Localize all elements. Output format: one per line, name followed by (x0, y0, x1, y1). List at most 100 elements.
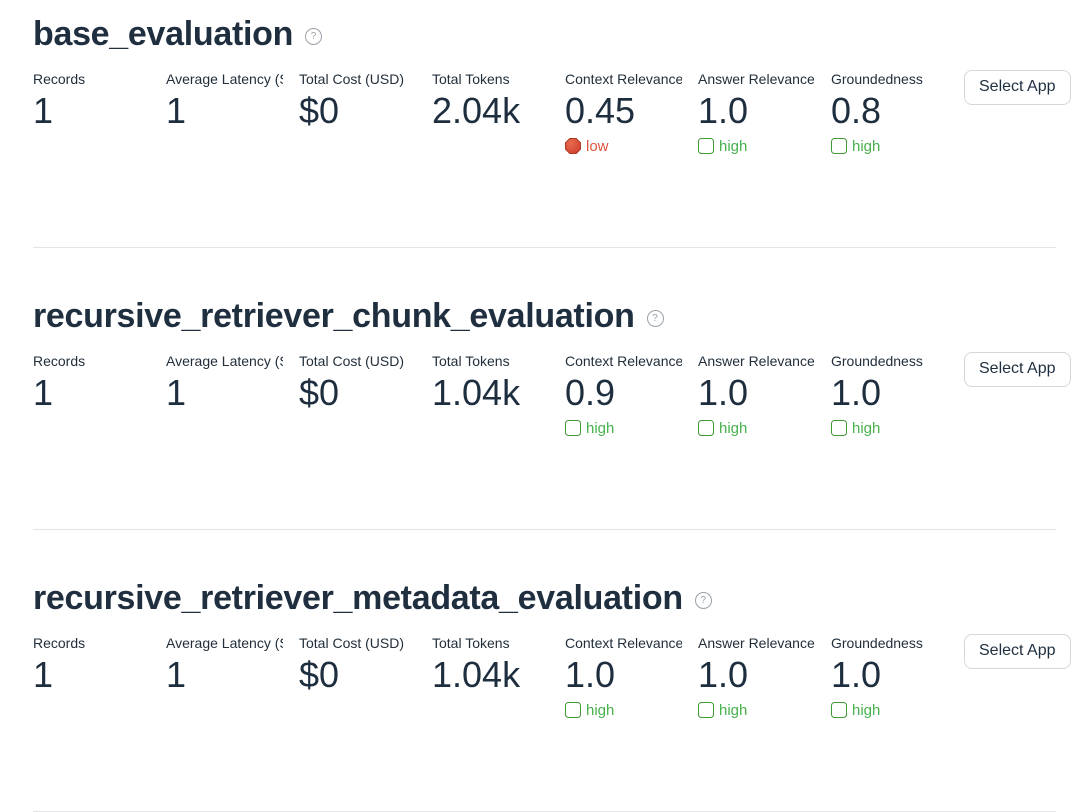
metric-badge: high (831, 420, 948, 437)
badge-text: high (719, 137, 748, 155)
metric-value: 1.0 (698, 89, 749, 131)
select-app-button[interactable]: Select App (964, 69, 1071, 105)
app-title: recursive_retriever_metadata_evaluation (33, 579, 683, 617)
metric-label: Records (33, 70, 86, 87)
metric: Context Relevance 0.45 (565, 70, 682, 155)
section-divider (33, 529, 1056, 530)
metric-value: $0 (299, 653, 340, 695)
badge-text: high (852, 137, 881, 155)
badge-text: high (586, 701, 615, 719)
metric-label: Total Cost (USD) (299, 634, 405, 651)
metric: Total Cost (USD) $0 (299, 352, 416, 413)
help-icon-glyph: ? (700, 594, 707, 606)
check-square-icon (698, 138, 714, 154)
metric-value: 1 (33, 653, 54, 695)
select-app-cell: Select App (964, 69, 1080, 105)
select-app-button[interactable]: Select App (964, 633, 1071, 669)
check-square-icon (831, 138, 847, 154)
metric: Answer Relevance 1.0 (698, 352, 815, 437)
metric-label: Average Latency (S… (166, 70, 283, 87)
metric-badge: high (698, 138, 815, 155)
metric-badge: high (831, 138, 948, 155)
metric-label: Average Latency (S… (166, 352, 283, 369)
app-title: base_evaluation (33, 15, 294, 53)
select-app-cell: Select App (964, 633, 1080, 669)
metric: Average Latency (S… 1 (166, 70, 283, 131)
metric-label: Answer Relevance (698, 634, 815, 651)
metric: Average Latency (S… 1 (166, 352, 283, 413)
metric-label: Total Tokens (432, 634, 510, 651)
metrics-row: Records 1 Average Latency (S… 1 Total Co… (33, 633, 1071, 719)
metric: Answer Relevance 1.0 (698, 70, 815, 155)
metric-label: Context Relevance (565, 70, 682, 87)
help-icon-glyph: ? (310, 30, 317, 42)
metric-label: Records (33, 634, 86, 651)
help-icon-glyph: ? (652, 312, 658, 324)
select-app-cell: Select App (964, 351, 1080, 387)
metric-value: 1.0 (831, 653, 882, 695)
section-divider (33, 247, 1056, 248)
metric-label: Context Relevance (565, 352, 682, 369)
metric-value: 0.9 (565, 371, 616, 413)
metrics-row: Records 1 Average Latency (S… 1 Total Co… (33, 69, 1071, 155)
app-section: recursive_retriever_metadata_evaluation … (33, 530, 1071, 812)
metric-value: 1 (33, 371, 54, 413)
metric-label: Groundedness (831, 634, 923, 651)
metrics-row: Records 1 Average Latency (S… 1 Total Co… (33, 351, 1071, 437)
metric-label: Answer Relevance (698, 352, 815, 369)
check-square-icon (565, 420, 581, 436)
metric: Groundedness 1.0 (831, 634, 948, 719)
metric: Total Tokens 2.04k (432, 70, 549, 131)
check-square-icon (698, 702, 714, 718)
badge-text: low (586, 137, 609, 155)
app-title: recursive_retriever_chunk_evaluation (33, 297, 635, 335)
metric-value: 1.0 (698, 371, 749, 413)
metric-value: 1.04k (432, 371, 521, 413)
metric-badge: high (698, 702, 815, 719)
metric-label: Groundedness (831, 352, 923, 369)
help-icon[interactable]: ? (305, 28, 323, 46)
metric-value: $0 (299, 371, 340, 413)
stop-octagon-icon (565, 138, 581, 154)
check-square-icon (565, 702, 581, 718)
metric-label: Total Tokens (432, 70, 510, 87)
metric: Total Tokens 1.04k (432, 352, 549, 413)
metric-label: Total Tokens (432, 352, 510, 369)
metric: Records 1 (33, 70, 150, 131)
badge-text: high (719, 701, 748, 719)
app-title-row: recursive_retriever_chunk_evaluation ? (33, 248, 1056, 338)
metric: Records 1 (33, 352, 150, 413)
metric-label: Groundedness (831, 70, 923, 87)
select-app-button[interactable]: Select App (964, 351, 1071, 387)
check-square-icon (831, 420, 847, 436)
metric-value: 1 (166, 89, 187, 131)
badge-text: high (852, 701, 881, 719)
metric: Groundedness 0.8 (831, 70, 948, 155)
badge-text: high (852, 419, 881, 437)
metric: Answer Relevance 1.0 (698, 634, 815, 719)
metric-value: 1 (166, 653, 187, 695)
help-icon[interactable]: ? (646, 310, 664, 328)
metric: Context Relevance 0.9 (565, 352, 682, 437)
metric: Total Tokens 1.04k (432, 634, 549, 695)
badge-text: high (586, 419, 615, 437)
metric-label: Context Relevance (565, 634, 682, 651)
metric-value: $0 (299, 89, 340, 131)
app-title-row: recursive_retriever_metadata_evaluation … (33, 530, 1056, 620)
metric-value: 1.0 (831, 371, 882, 413)
app-section: base_evaluation ? Records 1 Average Late… (33, 0, 1071, 248)
metric: Total Cost (USD) $0 (299, 70, 416, 131)
metric-value: 1.0 (565, 653, 616, 695)
metric-label: Average Latency (S… (166, 634, 283, 651)
help-icon[interactable]: ? (694, 592, 712, 610)
metric-value: 2.04k (432, 89, 521, 131)
check-square-icon (698, 420, 714, 436)
metric: Groundedness 1.0 (831, 352, 948, 437)
metric-value: 1.0 (698, 653, 749, 695)
metric-badge: high (698, 420, 815, 437)
metric-badge: high (565, 702, 682, 719)
metric: Records 1 (33, 634, 150, 695)
check-square-icon (831, 702, 847, 718)
metric-label: Total Cost (USD) (299, 352, 405, 369)
